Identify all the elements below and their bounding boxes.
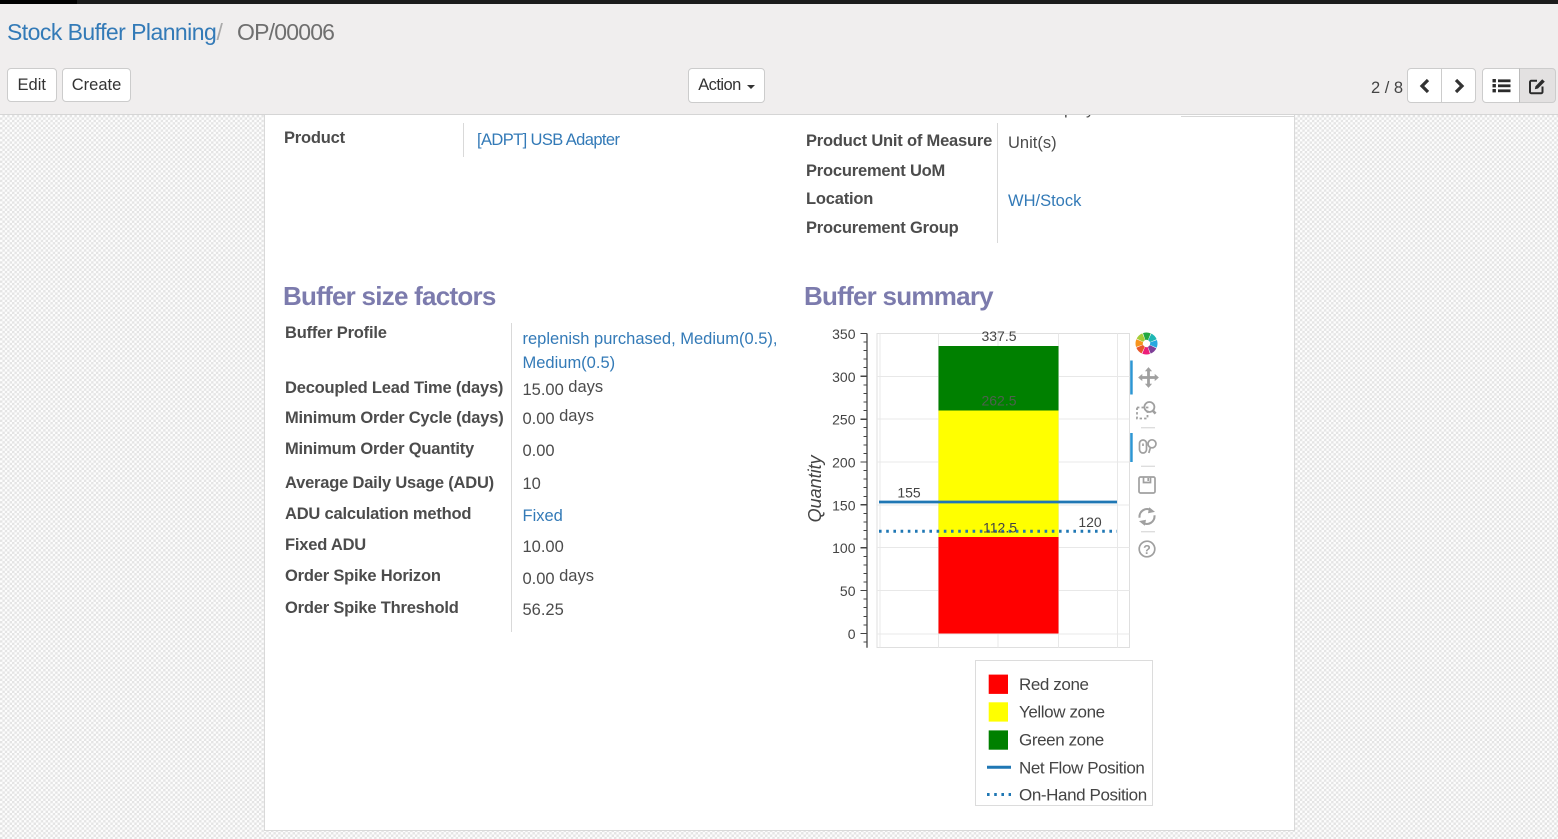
svg-text:300: 300 bbox=[832, 369, 856, 385]
svg-text:Red zone: Red zone bbox=[1019, 674, 1089, 693]
svg-text:155: 155 bbox=[897, 485, 921, 501]
svg-text:Yellow zone: Yellow zone bbox=[1019, 702, 1105, 721]
svg-text:150: 150 bbox=[832, 497, 856, 513]
svg-text:Quantity: Quantity bbox=[805, 454, 825, 522]
svg-text:Net Flow Position: Net Flow Position bbox=[1019, 758, 1144, 777]
svg-text:?: ? bbox=[1143, 543, 1151, 557]
svg-text:112.5: 112.5 bbox=[983, 519, 1017, 535]
svg-text:50: 50 bbox=[840, 583, 856, 599]
svg-text:120: 120 bbox=[1078, 514, 1102, 530]
svg-text:100: 100 bbox=[832, 540, 856, 556]
svg-text:350: 350 bbox=[832, 326, 856, 342]
svg-text:337.5: 337.5 bbox=[981, 328, 1016, 344]
svg-text:Green zone: Green zone bbox=[1019, 730, 1104, 749]
svg-text:250: 250 bbox=[832, 412, 856, 428]
svg-text:0: 0 bbox=[848, 626, 856, 642]
svg-text:On-Hand Position: On-Hand Position bbox=[1019, 785, 1147, 804]
svg-text:262.5: 262.5 bbox=[981, 393, 1016, 409]
svg-text:200: 200 bbox=[832, 455, 856, 471]
